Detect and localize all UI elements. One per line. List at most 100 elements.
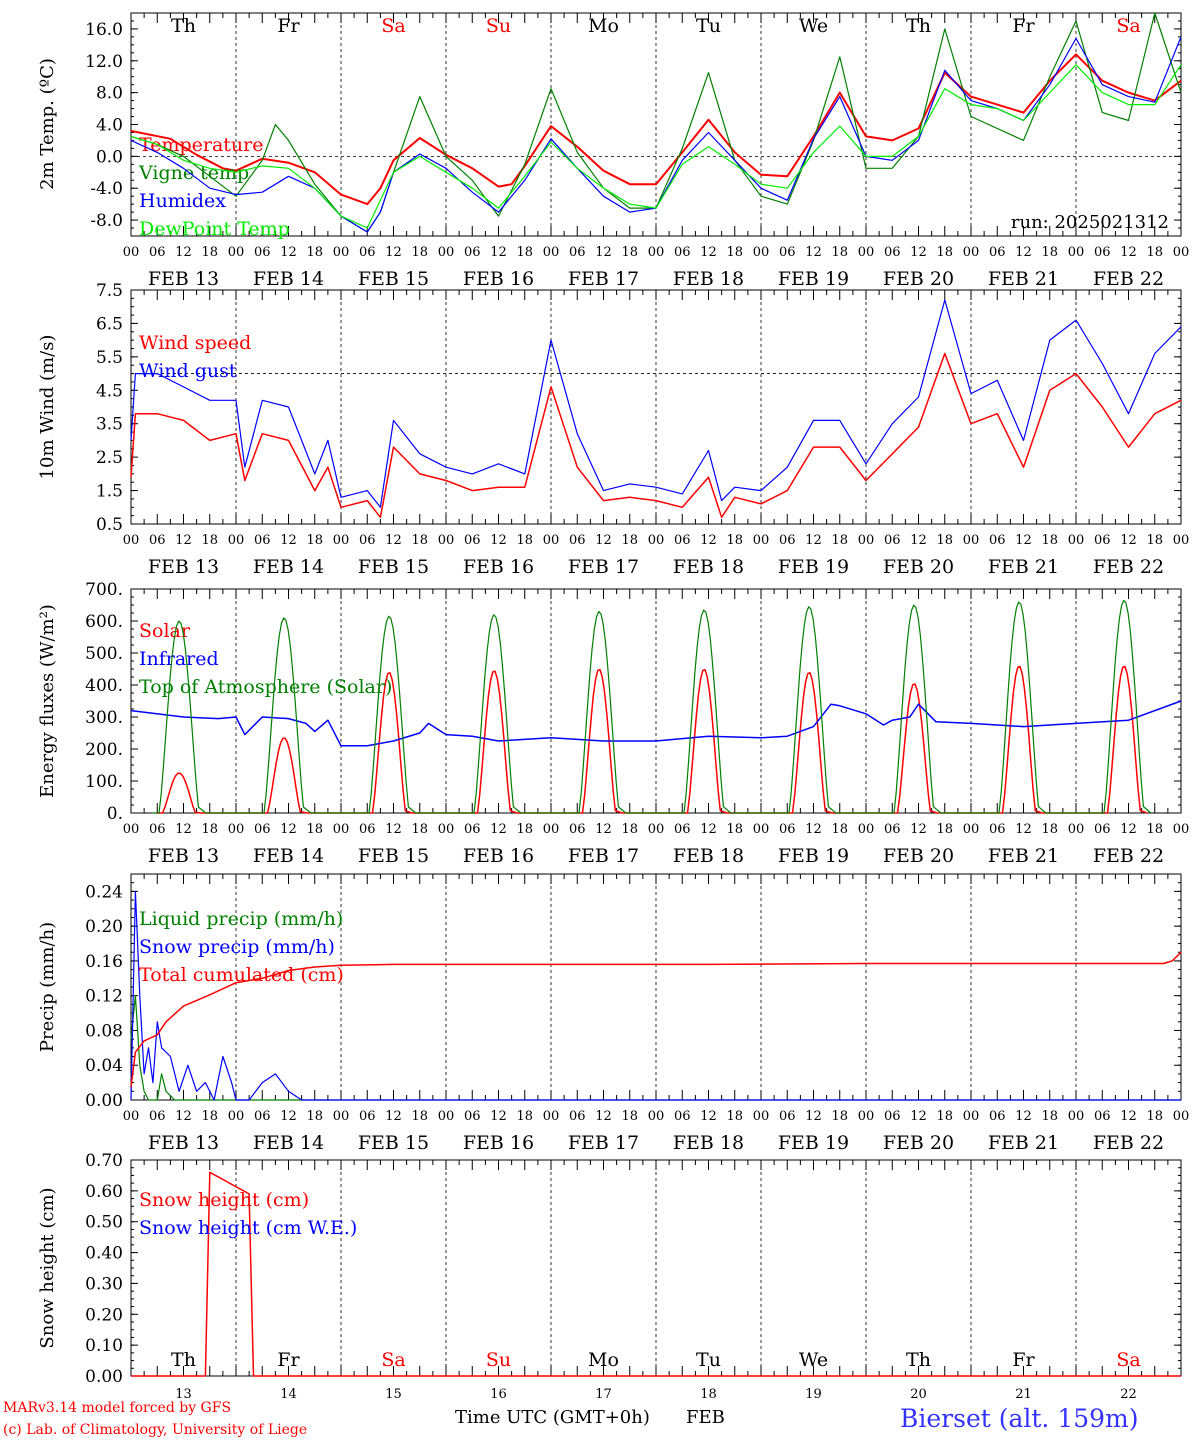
x-date-label: FEB 19 bbox=[778, 845, 849, 867]
y-axis-label: Precip (mm/h) bbox=[37, 922, 58, 1052]
x-hour-label: 12 bbox=[595, 245, 612, 260]
x-hour-label: 12 bbox=[490, 245, 507, 260]
x-hour-label: 00 bbox=[648, 245, 665, 260]
x-hour-label: 00 bbox=[1068, 822, 1085, 837]
panel-frame-1 bbox=[130, 12, 1182, 237]
y-tick-label: 0.20 bbox=[85, 1305, 123, 1325]
x-hour-label: 18 bbox=[936, 1109, 953, 1124]
y-tick-label: 500. bbox=[85, 644, 123, 664]
legend-label: Top of Atmosphere (Solar) bbox=[139, 676, 392, 698]
x-date-label: FEB 18 bbox=[673, 1132, 744, 1154]
x-date-label: FEB 14 bbox=[253, 268, 324, 290]
y-tick-label: 0.0 bbox=[96, 147, 123, 167]
y-tick-label: -8.0 bbox=[90, 211, 123, 231]
x-hour-label: 12 bbox=[280, 533, 297, 548]
x-hour-label: 18 bbox=[726, 533, 743, 548]
series-line-temperature bbox=[130, 53, 1182, 206]
x-hour-label: 00 bbox=[963, 533, 980, 548]
weekday-label: Th bbox=[171, 15, 196, 37]
x-hour-label: 18 bbox=[831, 533, 848, 548]
x-hour-label: 06 bbox=[884, 822, 901, 837]
x-date-label: FEB 13 bbox=[148, 1132, 219, 1154]
run-label: run: 2025021312 bbox=[1011, 212, 1169, 233]
x-date-label: FEB 14 bbox=[253, 1132, 324, 1154]
x-hour-label: 00 bbox=[1068, 1109, 1085, 1124]
x-hour-label: 06 bbox=[1094, 822, 1111, 837]
y-tick-label: 0.12 bbox=[85, 987, 123, 1007]
x-hour-label: 00 bbox=[1068, 533, 1085, 548]
y-tick-label: 0.50 bbox=[85, 1213, 123, 1233]
x-hour-label: 00 bbox=[543, 1109, 560, 1124]
x-hour-label: 06 bbox=[569, 245, 586, 260]
x-hour-label: 12 bbox=[910, 822, 927, 837]
x-hour-label: 12 bbox=[1015, 822, 1032, 837]
day-number-label: 22 bbox=[1120, 1387, 1137, 1402]
x-hour-label: 12 bbox=[805, 822, 822, 837]
y-tick-label: 0.16 bbox=[85, 952, 123, 972]
y-tick-label: 7.5 bbox=[96, 281, 123, 301]
y-tick-label: -4.0 bbox=[90, 179, 123, 199]
weekday-label: We bbox=[799, 15, 828, 37]
x-hour-label: 12 bbox=[175, 1109, 192, 1124]
x-hour-label: 18 bbox=[411, 1109, 428, 1124]
x-hour-label: 18 bbox=[411, 822, 428, 837]
panel-frame-3 bbox=[130, 588, 1182, 814]
x-date-label: FEB 16 bbox=[463, 556, 534, 578]
x-hour-label: 00 bbox=[963, 245, 980, 260]
x-hour-label: 06 bbox=[989, 822, 1006, 837]
x-hour-label: 12 bbox=[1015, 533, 1032, 548]
x-hour-label: 00 bbox=[438, 1109, 455, 1124]
x-hour-label: 12 bbox=[910, 245, 927, 260]
y-tick-label: 1.5 bbox=[96, 482, 123, 502]
x-date-label: FEB 13 bbox=[148, 556, 219, 578]
x-hour-label: 00 bbox=[1173, 245, 1190, 260]
y-tick-label: 0.08 bbox=[85, 1021, 123, 1041]
x-hour-label: 12 bbox=[805, 245, 822, 260]
x-hour-label: 18 bbox=[516, 822, 533, 837]
x-hour-label: 00 bbox=[648, 822, 665, 837]
day-number-label: 18 bbox=[700, 1387, 717, 1402]
x-hour-label: 06 bbox=[359, 822, 376, 837]
x-hour-label: 00 bbox=[753, 822, 770, 837]
x-hour-label: 18 bbox=[726, 245, 743, 260]
weekday-label: Tu bbox=[696, 1349, 721, 1371]
x-hour-label: 06 bbox=[149, 245, 166, 260]
y-axis-label: Energy fluxes (W/m²) bbox=[37, 604, 58, 798]
y-tick-label: 0.30 bbox=[85, 1274, 123, 1294]
x-hour-label: 18 bbox=[201, 533, 218, 548]
x-hour-label: 00 bbox=[858, 245, 875, 260]
legend-label: Wind speed bbox=[139, 332, 251, 354]
x-hour-label: 12 bbox=[280, 822, 297, 837]
y-tick-label: 5.5 bbox=[96, 348, 123, 368]
x-hour-label: 12 bbox=[700, 822, 717, 837]
x-hour-label: 18 bbox=[726, 1109, 743, 1124]
legend-label: Liquid precip (mm/h) bbox=[139, 908, 343, 930]
x-hour-label: 06 bbox=[674, 245, 691, 260]
day-number-label: 16 bbox=[490, 1387, 507, 1402]
y-tick-label: 0.24 bbox=[85, 882, 123, 902]
y-tick-label: 4.0 bbox=[96, 116, 123, 136]
x-hour-label: 18 bbox=[831, 245, 848, 260]
x-hour-label: 18 bbox=[621, 533, 638, 548]
x-hour-label: 06 bbox=[674, 1109, 691, 1124]
credit-line-1: MARv3.14 model forced by GFS bbox=[3, 1400, 231, 1416]
series-line-top-of-atmosphere-solar- bbox=[152, 599, 1152, 814]
day-number-label: 14 bbox=[280, 1387, 297, 1402]
x-date-label: FEB 21 bbox=[988, 845, 1059, 867]
legend-label: Wind gust bbox=[139, 360, 237, 382]
legend-label: Solar bbox=[139, 620, 191, 642]
y-tick-label: 300. bbox=[85, 708, 123, 728]
weekday-label: Fr bbox=[277, 15, 300, 37]
y-tick-label: 6.5 bbox=[96, 314, 123, 334]
x-hour-label: 00 bbox=[333, 245, 350, 260]
x-hour-label: 00 bbox=[1068, 245, 1085, 260]
y-axis-label: 10m Wind (m/s) bbox=[37, 335, 58, 480]
x-date-label: FEB 17 bbox=[568, 268, 639, 290]
x-hour-label: 18 bbox=[201, 822, 218, 837]
y-tick-label: 4.5 bbox=[96, 381, 123, 401]
day-number-label: 21 bbox=[1015, 1387, 1032, 1402]
x-hour-label: 00 bbox=[543, 822, 560, 837]
x-hour-label: 12 bbox=[910, 1109, 927, 1124]
y-tick-label: 0.04 bbox=[85, 1056, 123, 1076]
